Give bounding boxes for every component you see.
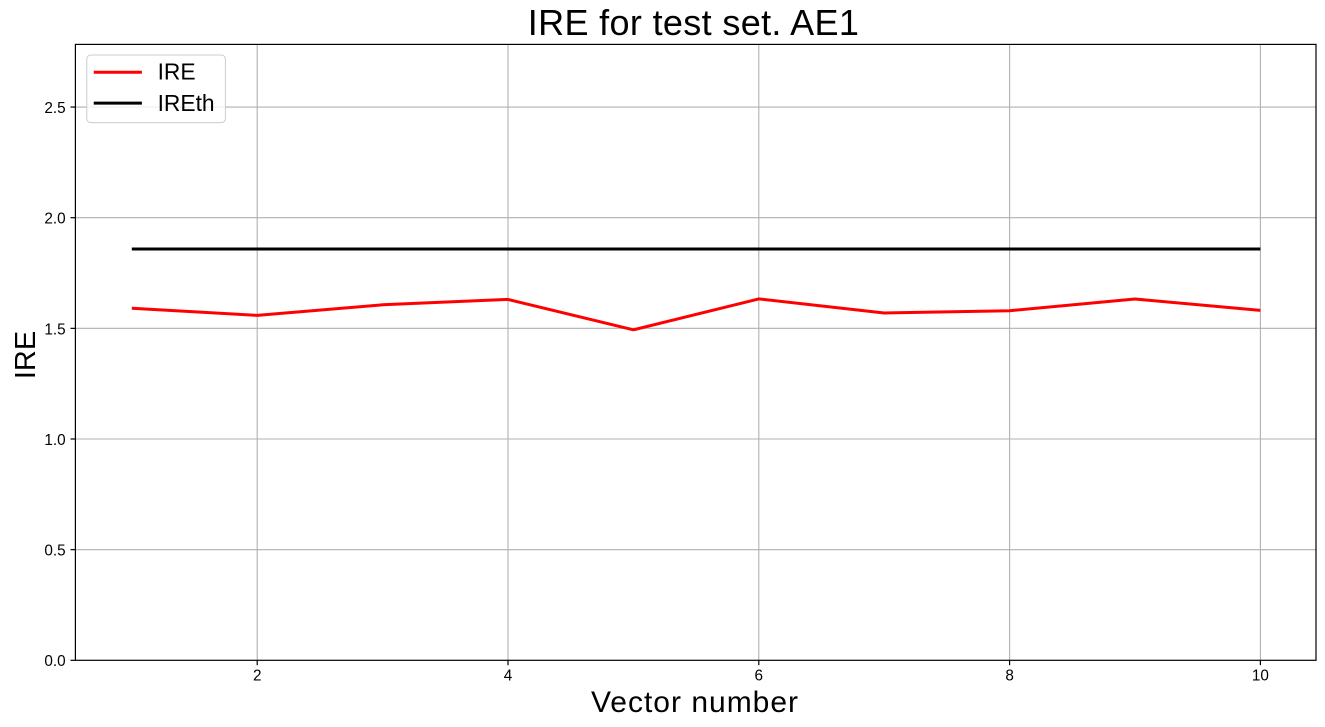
svg-text:8: 8	[1005, 668, 1014, 685]
svg-text:1.0: 1.0	[44, 432, 65, 449]
svg-text:Vector number: Vector number	[591, 686, 799, 719]
svg-text:IRE: IRE	[10, 331, 42, 379]
svg-text:10: 10	[1252, 668, 1269, 685]
svg-text:6: 6	[755, 668, 764, 685]
svg-text:2: 2	[253, 668, 262, 685]
svg-text:2.5: 2.5	[44, 100, 65, 117]
svg-text:IRE: IRE	[158, 59, 196, 85]
svg-text:2.0: 2.0	[44, 211, 65, 228]
svg-text:IRE for test set. AE1: IRE for test set. AE1	[528, 2, 860, 43]
svg-text:0.5: 0.5	[44, 543, 65, 560]
svg-text:IREth: IREth	[158, 90, 215, 116]
svg-text:4: 4	[504, 668, 513, 685]
svg-text:1.5: 1.5	[44, 321, 65, 338]
svg-text:0.0: 0.0	[44, 653, 65, 670]
